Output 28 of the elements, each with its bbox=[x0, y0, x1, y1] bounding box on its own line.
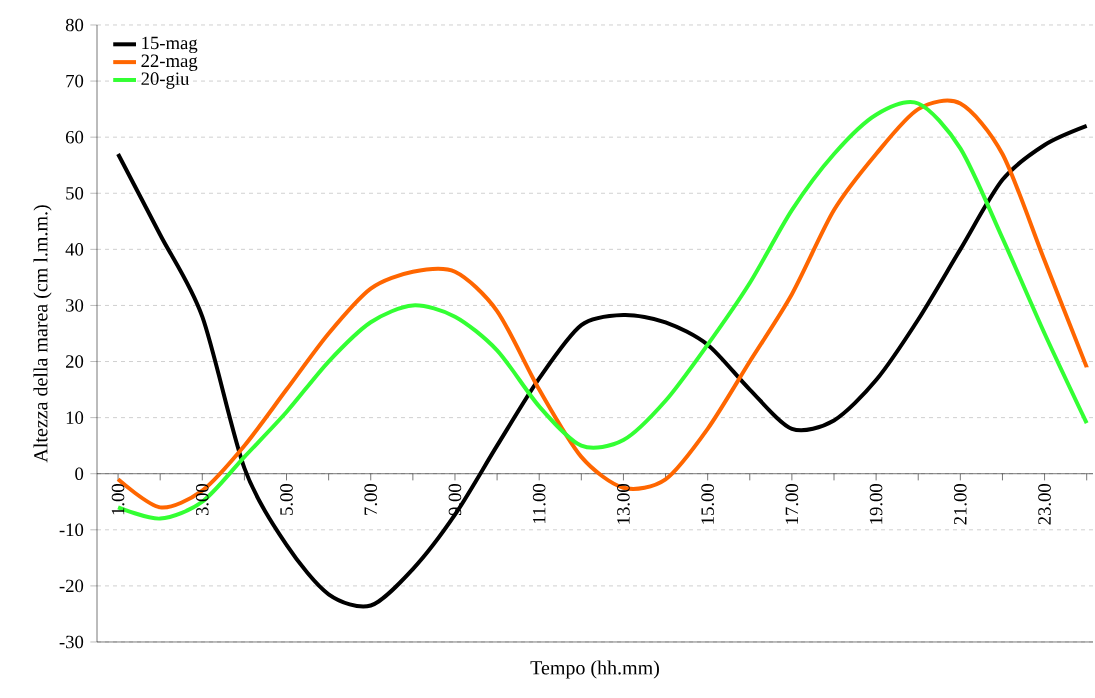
y-axis-title: Altezza della marea (cm l.m.m.) bbox=[33, 205, 52, 463]
y-tick-label: 70 bbox=[66, 74, 84, 88]
x-tick-label: 19.00 bbox=[869, 484, 883, 524]
y-tick-label: 0 bbox=[75, 467, 84, 481]
y-tick-label: 10 bbox=[66, 411, 84, 424]
y-tick-label: -10 bbox=[59, 523, 84, 537]
x-tick-label: 5.00 bbox=[280, 484, 293, 515]
legend-label: 22-mag bbox=[141, 54, 198, 71]
y-tick-label: 80 bbox=[65, 18, 84, 32]
x-tick-label: 21.00 bbox=[954, 484, 967, 525]
x-tick-label: 7.00 bbox=[364, 484, 378, 515]
x-tick-label: 3.00 bbox=[195, 484, 209, 516]
y-tick-label: 20 bbox=[66, 355, 84, 368]
x-tick-label: 13.00 bbox=[617, 484, 630, 524]
x-tick-label: 23.00 bbox=[1038, 484, 1051, 525]
legend-label: 20-giu bbox=[141, 72, 190, 89]
x-tick-label: 15.00 bbox=[701, 484, 715, 524]
x-tick-label: 1.00 bbox=[111, 484, 125, 515]
legend-label: 15-mag bbox=[142, 36, 198, 54]
x-tick-label: 17.00 bbox=[785, 484, 799, 524]
y-tick-label: -30 bbox=[59, 635, 84, 649]
x-tick-label: 11.00 bbox=[532, 484, 546, 523]
y-tick-label: 50 bbox=[66, 186, 84, 200]
x-axis-title: Tempo (hh.mm) bbox=[530, 660, 659, 679]
y-tick-label: 40 bbox=[65, 243, 84, 256]
y-tick-label: 30 bbox=[66, 299, 84, 312]
y-tick-label: 60 bbox=[65, 130, 84, 144]
y-tick-label: -20 bbox=[59, 579, 84, 593]
